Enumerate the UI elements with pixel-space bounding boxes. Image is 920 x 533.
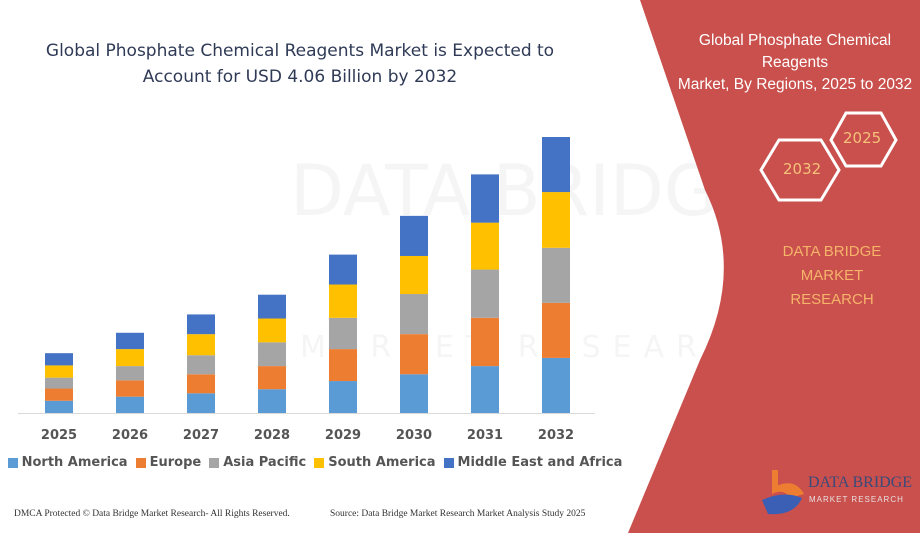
bar-segment-2029-europe (329, 349, 357, 382)
panel-brand-line-1: DATA BRIDGE MARKET (782, 243, 882, 284)
bar-segment-2032-asia-pacific (542, 247, 570, 303)
bar-segment-2025-north-america (45, 400, 73, 413)
bar-segment-2026-middle-east-and-africa (116, 332, 144, 350)
panel-shape (628, 0, 920, 533)
bar-segment-2029-north-america (329, 381, 357, 413)
stacked-bar-chart: 2025 2026 2027 2028 2029 2030 2031 2032 (18, 137, 595, 443)
hex-label-2032: 2032 (783, 160, 822, 178)
bar-segment-2028-south-america (258, 318, 286, 343)
chart-title-line-1: Global Phosphate Chemical Reagents Marke… (45, 41, 555, 61)
bar-segment-2028-north-america (258, 389, 286, 413)
legend-item: Asia Pacific (209, 455, 306, 470)
bar-segment-2026-north-america (116, 396, 144, 413)
bar-segment-2032-middle-east-and-africa (542, 137, 570, 193)
bar-segment-2030-asia-pacific (400, 294, 428, 335)
bar-segment-2028-middle-east-and-africa (258, 294, 286, 319)
bar-segment-2025-asia-pacific (45, 377, 73, 389)
legend-swatch (314, 457, 325, 468)
logo-icon (762, 470, 804, 515)
bar-segment-2028-asia-pacific (258, 342, 286, 367)
chart-legend: North America Europe Asia Pacific South Ame… (0, 455, 630, 470)
legend-label: Asia Pacific (223, 455, 307, 470)
panel-brand-line-2: RESEARCH (790, 291, 874, 308)
legend-swatch (209, 457, 220, 468)
bar-segment-2031-middle-east-and-africa (471, 174, 499, 223)
bar-segment-2030-south-america (400, 255, 428, 295)
bar-segment-2027-asia-pacific (187, 355, 215, 375)
bar-segment-2026-asia-pacific (116, 366, 144, 381)
chart-title: Global Phosphate Chemical Reagents Marke… (20, 38, 580, 90)
legend-item: South America (314, 455, 436, 470)
bar-segment-2031-south-america (471, 222, 499, 270)
logo-text: DATA BRIDGE (808, 474, 913, 491)
bar-segment-2030-europe (400, 334, 428, 375)
panel-title-line-1: Global Phosphate Chemical Reagents (698, 32, 892, 71)
bar-segment-2027-europe (187, 374, 215, 394)
bar-segment-2030-middle-east-and-africa (400, 215, 428, 256)
bar-segment-2025-middle-east-and-africa (45, 353, 73, 366)
x-tick-label: 2031 (467, 428, 503, 443)
legend-swatch (443, 457, 454, 468)
hex-label-2025: 2025 (843, 129, 882, 147)
bar-segment-2027-north-america (187, 393, 215, 413)
panel-brand: DATA BRIDGE MARKET RESEARCH (752, 240, 912, 312)
legend-label: Europe (149, 455, 202, 470)
bar-segment-2032-south-america (542, 192, 570, 248)
legend-item: North America (7, 455, 128, 470)
bar-segment-2031-asia-pacific (471, 269, 499, 318)
x-tick-label: 2028 (254, 428, 290, 443)
legend-swatch (135, 457, 146, 468)
footer-copyright: DMCA Protected © Data Bridge Market Rese… (14, 509, 290, 519)
bar-segment-2029-asia-pacific (329, 317, 357, 350)
legend-label: North America (21, 455, 128, 470)
panel-title: Global Phosphate Chemical Reagents Marke… (676, 30, 914, 96)
bar-segment-2028-europe (258, 366, 286, 390)
bar-segment-2032-north-america (542, 357, 570, 413)
bar-segment-2025-south-america (45, 365, 73, 378)
bar-segment-2025-europe (45, 388, 73, 401)
bar-segment-2027-middle-east-and-africa (187, 314, 215, 335)
footer-source: Source: Data Bridge Market Research Mark… (330, 509, 586, 519)
bar-segment-2031-north-america (471, 366, 499, 413)
chart-title-line-2: Account for USD 4.06 Billion by 2032 (142, 67, 458, 87)
bar-segment-2026-europe (116, 380, 144, 397)
legend-item: Europe (135, 455, 202, 470)
hexagon-outline-2032 (759, 138, 841, 202)
x-tick-label: 2027 (183, 428, 219, 443)
legend-swatch (7, 457, 18, 468)
bar-segment-2031-europe (471, 317, 499, 367)
bar-segment-2029-south-america (329, 284, 357, 318)
x-tick-label: 2029 (325, 428, 361, 443)
x-tick-label: 2032 (538, 428, 574, 443)
bar-segment-2027-south-america (187, 334, 215, 356)
x-tick-label: 2025 (41, 428, 77, 443)
legend-label: Middle East and Africa (457, 455, 623, 470)
x-tick-label: 2026 (112, 428, 148, 443)
bar-segment-2029-middle-east-and-africa (329, 254, 357, 285)
panel-title-line-2: Market, By Regions, 2025 to 2032 (677, 76, 913, 93)
legend-item: Middle East and Africa (443, 455, 623, 470)
logo-subtext: MARKET RESEARCH (809, 495, 904, 504)
x-tick-label: 2030 (396, 428, 432, 443)
bar-segment-2032-europe (542, 302, 570, 358)
bar-segment-2026-south-america (116, 349, 144, 367)
legend-label: South America (328, 455, 436, 470)
hexagon-outline-2025 (829, 111, 898, 168)
bar-segment-2030-north-america (400, 374, 428, 413)
